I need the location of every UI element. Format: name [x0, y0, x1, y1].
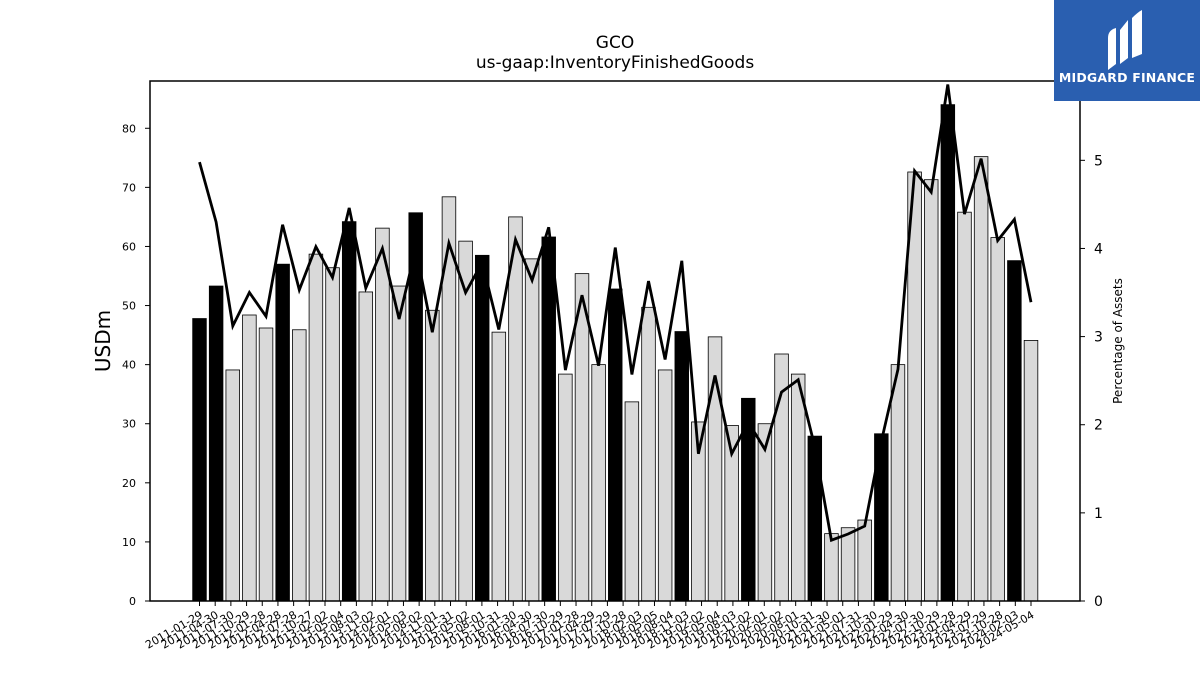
bar [674, 331, 689, 602]
plot-frame [149, 80, 1081, 602]
bar [292, 329, 307, 602]
chart-subtitle: us-gaap:InventoryFinishedGoods [476, 53, 755, 73]
bar [258, 327, 274, 602]
y-tick-label: 50 [122, 300, 136, 313]
bar [1007, 260, 1022, 602]
bar [558, 373, 573, 602]
bar [242, 314, 257, 602]
bar [973, 156, 989, 602]
bar [924, 179, 939, 602]
bar [491, 331, 507, 602]
bar [641, 306, 656, 602]
line-path [198, 84, 1033, 543]
bar [208, 285, 224, 602]
logo-text: MIDGARD FINANCE [1058, 70, 1196, 85]
bar [508, 216, 523, 602]
bar [957, 211, 972, 602]
y2-tick-label: 2 [1094, 418, 1103, 434]
bar [192, 318, 207, 602]
bar [857, 519, 872, 602]
bar [308, 253, 324, 602]
bar [474, 254, 490, 602]
bar [940, 104, 956, 602]
bar [591, 364, 606, 602]
bar [990, 237, 1005, 602]
bar [790, 373, 806, 602]
bar [608, 288, 623, 602]
y2-tick-label: 5 [1094, 153, 1103, 169]
y-axis-left: 0 10 20 30 40 50 60 70 80 [122, 122, 150, 608]
bar [541, 236, 556, 602]
y2-tick-label: 4 [1094, 241, 1103, 257]
bar [225, 369, 240, 602]
line-series [198, 84, 1033, 543]
y-tick-label: 20 [122, 477, 136, 490]
y-tick-label: 60 [122, 240, 136, 253]
chart-title: GCO [596, 33, 634, 53]
bar [275, 263, 290, 602]
bar [1023, 340, 1039, 602]
bar [624, 401, 640, 602]
y-axis-right: 0 1 2 3 4 5 [1080, 153, 1103, 610]
y-tick-label: 40 [122, 359, 136, 372]
y2-tick-label: 3 [1094, 330, 1103, 346]
bar [425, 309, 440, 602]
bar [807, 435, 823, 602]
bar [391, 285, 407, 602]
y-tick-label: 10 [122, 536, 136, 549]
y2-tick-label: 1 [1094, 506, 1103, 522]
y2-tick-label: 0 [1094, 594, 1103, 610]
bar [657, 369, 673, 602]
bar [890, 364, 906, 602]
y2-axis-label: Percentage of Assets [1111, 278, 1125, 404]
logo-mark-icon [1108, 10, 1142, 70]
bar [325, 267, 340, 602]
y-tick-label: 30 [122, 418, 136, 431]
y-axis-label: USDm [91, 310, 115, 372]
logo: MIDGARD FINANCE [1054, 0, 1200, 101]
bar [341, 221, 357, 602]
bar-series [192, 104, 1039, 602]
bar [358, 291, 374, 602]
y-tick-label: 0 [129, 595, 136, 608]
x-axis: 2011-01-292011-04-302011-07-302011-10-29… [143, 601, 1037, 652]
bar [824, 533, 839, 602]
bar [524, 258, 540, 602]
bar [375, 227, 390, 602]
bar [840, 527, 856, 602]
y-tick-label: 70 [122, 181, 136, 194]
y-tick-label: 80 [122, 122, 136, 135]
